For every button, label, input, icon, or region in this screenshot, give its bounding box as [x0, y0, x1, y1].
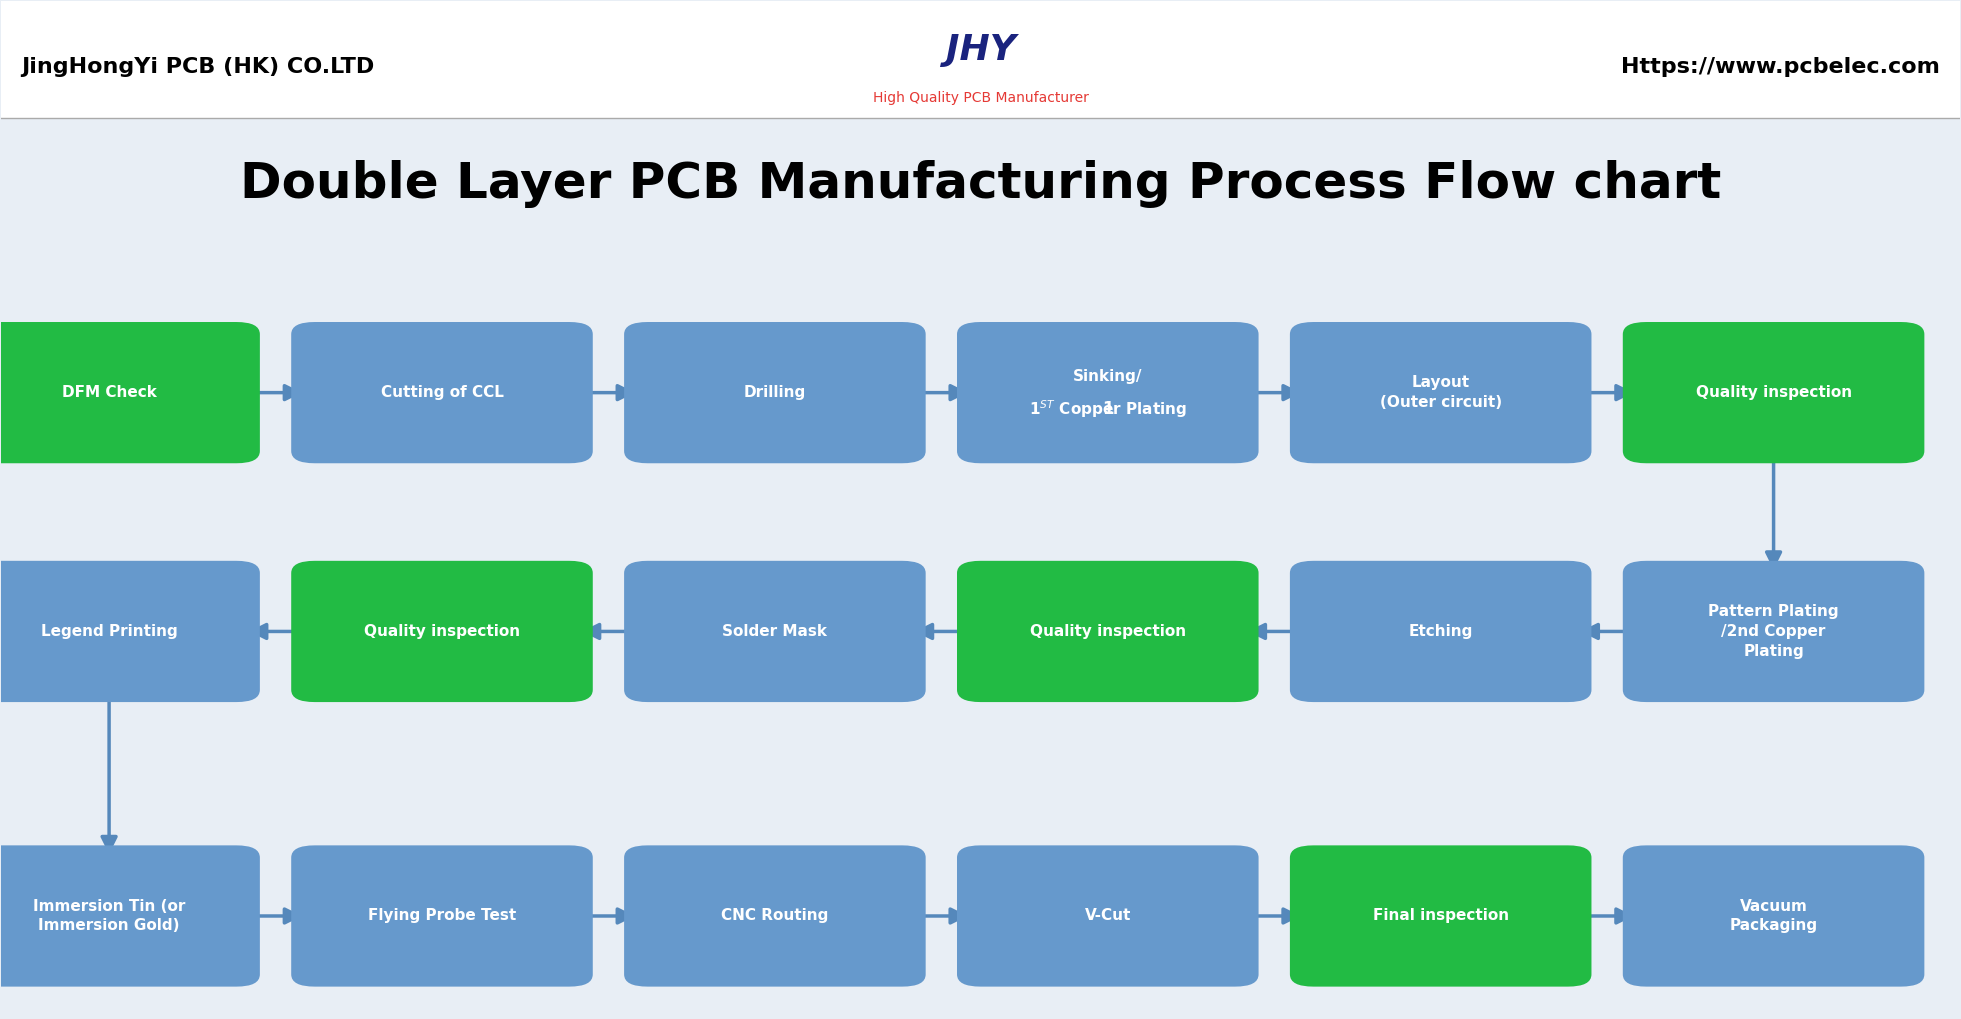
Text: Layout
(Outer circuit): Layout (Outer circuit) — [1381, 375, 1502, 410]
FancyBboxPatch shape — [624, 560, 926, 702]
FancyBboxPatch shape — [1624, 846, 1924, 986]
Text: Quality inspection: Quality inspection — [1030, 624, 1186, 639]
Text: Quality inspection: Quality inspection — [365, 624, 520, 639]
FancyBboxPatch shape — [957, 560, 1259, 702]
FancyBboxPatch shape — [957, 846, 1259, 986]
FancyBboxPatch shape — [0, 560, 261, 702]
Text: Immersion Tin (or
Immersion Gold): Immersion Tin (or Immersion Gold) — [33, 899, 184, 933]
FancyBboxPatch shape — [1290, 560, 1592, 702]
Text: V-Cut: V-Cut — [1084, 909, 1131, 923]
Text: Double Layer PCB Manufacturing Process Flow chart: Double Layer PCB Manufacturing Process F… — [239, 160, 1722, 208]
FancyBboxPatch shape — [1624, 560, 1924, 702]
Text: Final inspection: Final inspection — [1373, 909, 1508, 923]
FancyBboxPatch shape — [290, 560, 592, 702]
Text: Solder Mask: Solder Mask — [722, 624, 828, 639]
FancyBboxPatch shape — [624, 846, 926, 986]
FancyBboxPatch shape — [1290, 322, 1592, 464]
Text: JingHongYi PCB (HK) CO.LTD: JingHongYi PCB (HK) CO.LTD — [22, 57, 375, 77]
Text: Etching: Etching — [1408, 624, 1473, 639]
Text: Vacuum
Packaging: Vacuum Packaging — [1730, 899, 1818, 933]
Text: Flying Probe Test: Flying Probe Test — [369, 909, 516, 923]
FancyBboxPatch shape — [957, 322, 1259, 464]
Text: High Quality PCB Manufacturer: High Quality PCB Manufacturer — [873, 91, 1088, 105]
Text: Https://www.pcbelec.com: Https://www.pcbelec.com — [1622, 57, 1939, 77]
Text: Drilling: Drilling — [743, 385, 806, 400]
FancyBboxPatch shape — [1624, 322, 1924, 464]
FancyBboxPatch shape — [0, 846, 261, 986]
Text: 1$^{ST}$ Copper Plating: 1$^{ST}$ Copper Plating — [1030, 398, 1186, 420]
FancyBboxPatch shape — [1290, 846, 1592, 986]
Text: 1: 1 — [1102, 399, 1114, 418]
Text: Pattern Plating
/2nd Copper
Plating: Pattern Plating /2nd Copper Plating — [1708, 604, 1839, 658]
FancyBboxPatch shape — [2, 1, 1959, 118]
Text: CNC Routing: CNC Routing — [722, 909, 830, 923]
Text: DFM Check: DFM Check — [61, 385, 157, 400]
Text: Legend Printing: Legend Printing — [41, 624, 176, 639]
Text: Quality inspection: Quality inspection — [1696, 385, 1851, 400]
FancyBboxPatch shape — [0, 322, 261, 464]
FancyBboxPatch shape — [624, 322, 926, 464]
FancyBboxPatch shape — [290, 846, 592, 986]
FancyBboxPatch shape — [290, 322, 592, 464]
Text: Sinking/: Sinking/ — [1073, 369, 1143, 384]
Text: JHY: JHY — [945, 34, 1016, 67]
Text: Cutting of CCL: Cutting of CCL — [380, 385, 504, 400]
